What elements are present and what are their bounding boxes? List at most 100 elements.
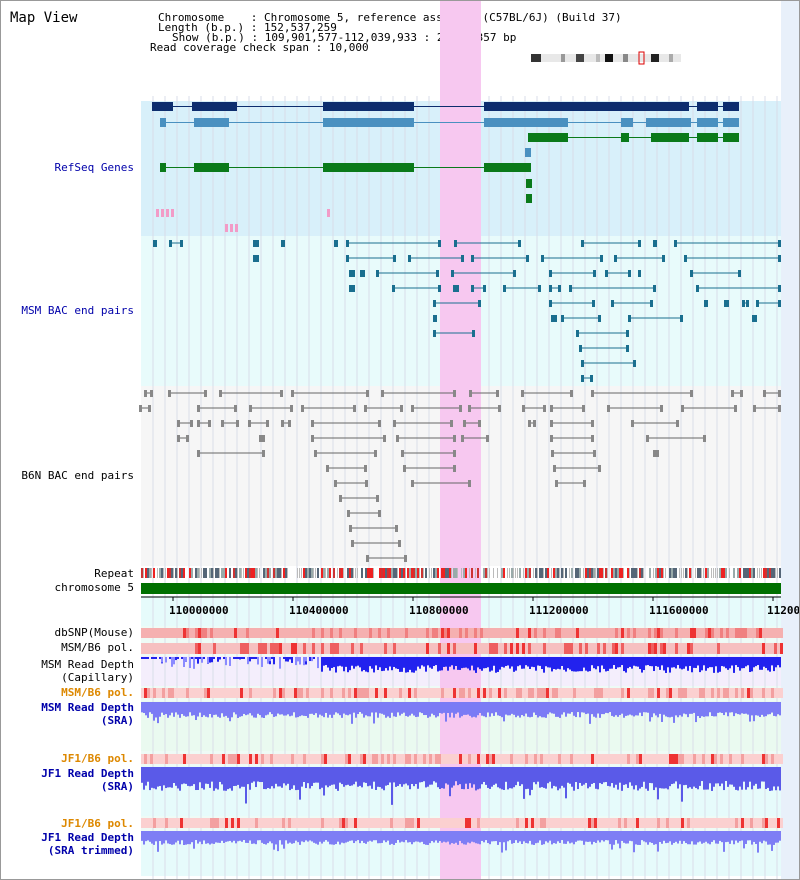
jf1-depth-trimmed-bar (209, 831, 211, 845)
jf1-b6-pol2-heat (633, 818, 636, 828)
dbsnp-heat (567, 628, 570, 638)
dbsnp-heat (585, 628, 588, 638)
msm-depth-capillary-bar (471, 657, 473, 666)
track-label-jf1-depth-sra-1[interactable]: JF1 Read Depth (41, 767, 134, 780)
msm-b6-pol-heat (282, 643, 285, 654)
jf1-depth-sra-bar (275, 767, 277, 784)
dbsnp-heat (351, 628, 354, 638)
jf1-depth-sra-bar (587, 767, 589, 789)
repeat-mark (243, 568, 244, 578)
b6n-bac-end (468, 405, 471, 412)
jf1-depth-sra-bar (581, 767, 583, 786)
repeat-mark (633, 568, 635, 578)
msm-depth-sra-bar (305, 702, 307, 717)
jf1-depth-sra-bar (617, 767, 619, 790)
msm-b6-pol2-heat (486, 688, 489, 698)
b6n-bac-end (528, 420, 531, 427)
jf1-b6-pol-heat (171, 754, 174, 764)
track-label-jf1-b6-pol-1[interactable]: JF1/B6 pol. (61, 752, 134, 765)
jf1-b6-pol2-heat (735, 818, 738, 828)
jf1-b6-pol-heat (186, 754, 189, 764)
jf1-b6-pol2-heat (375, 818, 378, 828)
track-label-refseq[interactable]: RefSeq Genes (54, 161, 134, 174)
jf1-depth-sra-bar (183, 767, 185, 784)
msm-b6-pol-heat (501, 643, 504, 654)
jf1-b6-pol-heat (618, 754, 621, 764)
track-label-jf1-b6-pol-2[interactable]: JF1/B6 pol. (61, 817, 134, 830)
msm-depth-capillary-bar (403, 657, 405, 668)
b6n-bac-end (551, 450, 554, 457)
msm-depth-sra-bar (765, 702, 767, 717)
jf1-b6-pol2-heat (612, 818, 615, 828)
msm-b6-pol2-heat (381, 688, 384, 698)
msm-b6-pol-heat (519, 643, 522, 654)
b6n-bac-end (461, 435, 464, 442)
jf1-depth-trimmed-bar (287, 831, 289, 844)
repeat-mark (325, 568, 326, 578)
track-label-msm-b6-pol-2[interactable]: MSM/B6 pol. (61, 686, 134, 699)
track-label-dbsnp[interactable]: dbSNP(Mouse) (54, 626, 134, 639)
msm-depth-sra-bar (177, 702, 179, 715)
repeat-mark (379, 568, 381, 578)
b6n-bac-end (262, 450, 265, 457)
jf1-b6-pol-heat (459, 754, 462, 764)
jf1-b6-pol2-heat (657, 818, 660, 828)
msm-bac-end (349, 270, 352, 277)
jf1-depth-sra-bar (309, 767, 311, 789)
jf1-depth-sra-bar (655, 767, 657, 788)
msm-bac-end (551, 315, 554, 322)
jf1-b6-pol2-heat (168, 818, 171, 828)
msm-depth-capillary-bar (327, 657, 329, 668)
jf1-b6-pol2-heat (276, 818, 279, 828)
msm-depth-capillary-bar (369, 657, 371, 667)
refseq-pink-mark (327, 209, 330, 217)
msm-depth-sra-bar (383, 702, 385, 715)
repeat-mark (749, 568, 751, 578)
b6n-bac-end (453, 390, 456, 397)
jf1-b6-pol-heat (588, 754, 591, 764)
axis-tick-label: 111600000 (649, 604, 709, 617)
jf1-depth-sra-bar (241, 767, 243, 787)
jf1-b6-pol2-heat (396, 818, 399, 828)
b6n-bac-end (177, 420, 180, 427)
repeat-mark (361, 568, 363, 578)
track-label-msm-b6-pol-1[interactable]: MSM/B6 pol. (61, 641, 134, 654)
jf1-depth-trimmed-bar (753, 831, 755, 842)
dbsnp-heat (573, 628, 576, 638)
jf1-b6-pol2-heat (438, 818, 441, 828)
repeat-mark (711, 568, 712, 578)
jf1-depth-trimmed-bar (555, 831, 557, 844)
track-label-msm-depth-sra-1[interactable]: MSM Read Depth (41, 701, 134, 714)
msm-b6-pol2-heat (531, 688, 534, 698)
msm-depth-capillary-light (297, 657, 299, 662)
repeat-mark (307, 568, 309, 578)
track-label-b6n-bac[interactable]: B6N BAC end pairs (21, 469, 134, 482)
jf1-depth-sra-bar (705, 767, 707, 790)
jf1-depth-sra-bar (393, 767, 395, 783)
msm-b6-pol-heat (744, 643, 747, 654)
jf1-depth-trimmed-bar (363, 831, 365, 843)
jf1-depth-trimmed-bar (163, 831, 165, 844)
b6n-bac-end (411, 405, 414, 412)
msm-b6-pol-heat (477, 643, 480, 654)
msm-depth-capillary-bar (763, 657, 765, 667)
msm-depth-sra-bar (413, 702, 415, 716)
msm-depth-capillary-bar (499, 657, 501, 670)
msm-b6-pol-heat (261, 643, 264, 654)
jf1-b6-pol-heat (273, 754, 276, 764)
track-label-msm-bac[interactable]: MSM BAC end pairs (21, 304, 134, 317)
jf1-depth-trimmed-bar (143, 831, 145, 845)
jf1-b6-pol2-heat (324, 818, 327, 828)
jf1-depth-sra-bar (695, 767, 697, 789)
track-label-msm-depth-cap-1[interactable]: MSM Read Depth (41, 658, 134, 671)
msm-depth-capillary-bar (385, 657, 387, 669)
msm-bac-end (483, 285, 486, 292)
repeat-mark (203, 568, 205, 578)
track-label-jf1-depth-trim-1[interactable]: JF1 Read Depth (41, 831, 134, 844)
dbsnp-heat (603, 628, 606, 638)
msm-bac-end (541, 255, 544, 262)
msm-b6-pol-heat (459, 643, 462, 654)
dbsnp-heat (429, 628, 432, 638)
track-label-repeat[interactable]: Repeat (94, 567, 134, 580)
